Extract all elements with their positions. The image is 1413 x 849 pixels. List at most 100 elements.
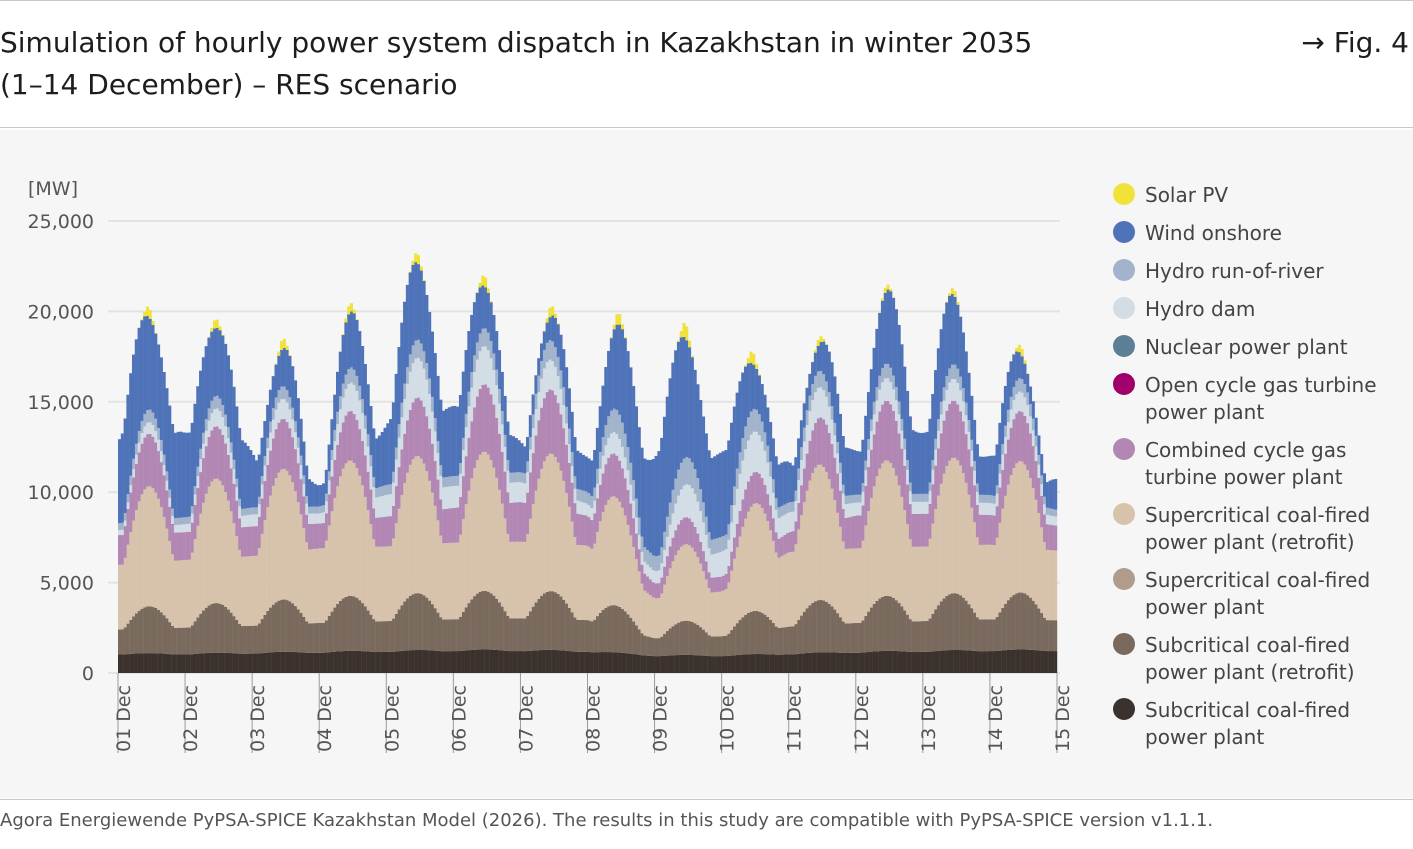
hour-bar	[313, 548, 317, 624]
hour-bar	[757, 473, 761, 505]
hour-bar	[922, 432, 926, 494]
hour-bar	[372, 539, 376, 620]
hour-bar	[950, 364, 954, 380]
hour-bar	[1023, 363, 1027, 384]
hour-bar	[215, 426, 219, 479]
hour-bar	[349, 411, 353, 461]
hour-bar	[288, 397, 292, 410]
hour-bar	[1031, 488, 1035, 601]
hour-bar	[690, 462, 694, 489]
hour-bar	[920, 546, 924, 622]
hour-bar	[741, 372, 745, 439]
hour-bar	[498, 602, 502, 651]
hour-bar	[679, 330, 683, 338]
hour-bar	[973, 522, 977, 613]
hour-bar	[961, 421, 965, 474]
hour-bar	[386, 484, 390, 495]
hour-bar	[665, 396, 669, 517]
hour-bar	[609, 338, 613, 411]
hour-bar	[537, 650, 541, 673]
hour-bar	[788, 626, 792, 655]
hour-bar	[987, 544, 991, 620]
hour-bar	[375, 517, 379, 547]
hour-bar	[839, 617, 843, 653]
hour-bar	[973, 485, 977, 523]
hour-bar	[159, 451, 163, 463]
hour-bar	[900, 651, 904, 673]
hour-bar	[595, 652, 599, 673]
hour-bar	[232, 523, 236, 617]
hour-bar	[207, 408, 211, 421]
hour-bar	[1045, 524, 1049, 550]
hour-bar	[920, 621, 924, 652]
hour-bar	[732, 486, 736, 506]
hour-bar	[467, 437, 471, 491]
hour-bar	[1045, 514, 1049, 525]
hour-bar	[811, 430, 815, 474]
hour-bar	[797, 653, 801, 673]
hour-bar	[908, 416, 912, 483]
hour-bar	[727, 655, 731, 673]
hour-bar	[302, 652, 306, 673]
hour-bar	[176, 560, 180, 628]
hour-bar	[892, 468, 896, 599]
hour-bar	[129, 619, 133, 654]
hour-bar	[391, 618, 395, 652]
hour-bar	[632, 518, 636, 547]
hour-bar	[235, 487, 239, 501]
hour-bar	[889, 289, 893, 292]
hour-bar	[841, 484, 845, 494]
hour-bar	[165, 653, 169, 673]
hour-bar	[118, 654, 121, 673]
hour-bar	[612, 408, 616, 433]
hour-bar	[310, 481, 314, 507]
hour-bar	[282, 338, 286, 348]
hour-bar	[953, 457, 957, 594]
hour-bar	[305, 465, 309, 497]
hour-bar	[347, 369, 351, 385]
hour-bar	[894, 475, 898, 601]
hour-bar	[579, 619, 583, 652]
hour-bar	[961, 401, 965, 422]
hour-bar	[922, 501, 926, 514]
hour-bar	[151, 606, 155, 654]
hour-bar	[528, 437, 532, 450]
hour-bar	[218, 326, 222, 331]
hour-bar	[472, 596, 476, 650]
hour-bar	[280, 419, 284, 470]
hour-bar	[844, 504, 848, 518]
hour-bar	[439, 465, 443, 476]
hour-bar	[131, 653, 135, 673]
hour-bar	[755, 368, 759, 410]
hour-bar	[850, 495, 854, 504]
hour-bar	[978, 651, 982, 673]
hour-bar	[931, 460, 935, 470]
hour-bar	[950, 288, 954, 294]
hour-bar	[956, 649, 960, 673]
hour-bar	[531, 650, 535, 673]
hour-bar	[721, 451, 725, 537]
hour-bar	[187, 523, 191, 532]
hour-bar	[344, 415, 348, 464]
hour-bar	[570, 465, 574, 483]
hour-bar	[615, 314, 619, 325]
hour-bar	[288, 355, 292, 398]
hour-bar	[218, 330, 222, 399]
hour-bar	[629, 617, 633, 654]
legend-label: Wind onshore	[1145, 221, 1282, 245]
hour-bar	[682, 544, 686, 621]
hour-bar	[805, 410, 809, 426]
hour-bar	[1020, 592, 1024, 650]
hour-bar	[565, 603, 569, 651]
hour-bar	[486, 591, 490, 650]
hour-bar	[210, 604, 214, 653]
hour-bar	[1040, 527, 1044, 614]
hour-bar	[615, 497, 619, 606]
hour-bar	[512, 541, 516, 619]
hour-bar	[472, 468, 476, 597]
hour-bar	[123, 627, 127, 655]
hour-bar	[604, 652, 608, 673]
x-tick-label: 03 Dec	[247, 685, 269, 752]
hour-bar	[724, 534, 728, 550]
hour-bar	[419, 400, 423, 459]
